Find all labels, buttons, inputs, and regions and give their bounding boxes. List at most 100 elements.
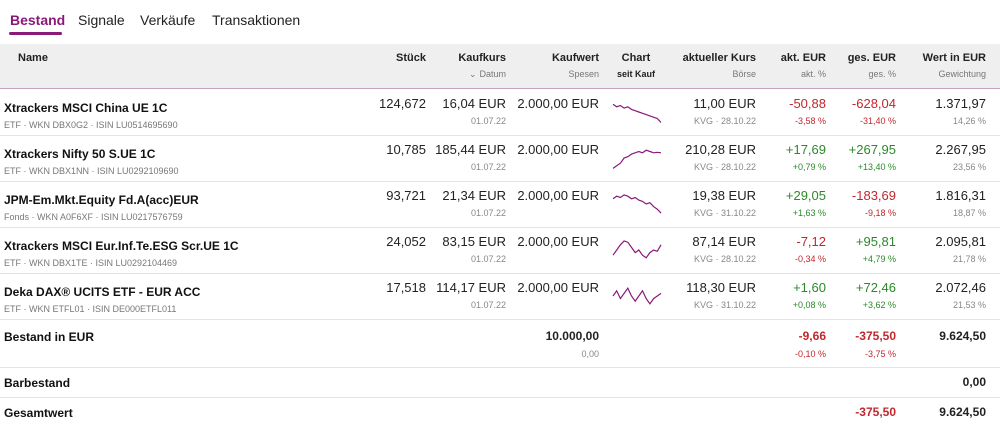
position-boerse: KVG · 28.10.22 xyxy=(693,254,756,264)
position-akt-eur: +1,60 xyxy=(793,280,826,295)
bestand-row: Bestand in EUR 10.000,00 0,00 -9,66 -0,1… xyxy=(0,320,1000,368)
position-meta: ETF · WKN DBX1NN · ISIN LU0292109690 xyxy=(4,166,179,176)
position-akt-eur: +17,69 xyxy=(785,142,826,157)
position-datum: 01.07.22 xyxy=(470,162,506,172)
position-kaufkurs: 185,44 EUR xyxy=(435,142,506,157)
position-boerse: KVG · 28.10.22 xyxy=(693,116,756,126)
position-akt-pct: +1,63 % xyxy=(792,208,826,218)
col-gewichtung: Gewichtung xyxy=(938,69,986,79)
position-gewichtung: 21,78 % xyxy=(952,254,986,264)
position-kaufkurs: 114,17 EUR xyxy=(436,280,506,295)
bestand-ges-eur: -375,50 xyxy=(855,329,896,343)
position-boerse: KVG · 31.10.22 xyxy=(693,300,756,310)
position-wert: 2.072,46 xyxy=(935,280,986,295)
col-name[interactable]: Name xyxy=(18,52,48,64)
sparkline-line xyxy=(612,287,662,305)
gesamtwert-row: Gesamtwert -375,50 9.624,50 xyxy=(0,397,1000,425)
gesamtwert-wert: 9.624,50 xyxy=(939,405,986,419)
position-datum: 01.07.22 xyxy=(470,300,506,310)
table-row[interactable]: Xtrackers Nifty 50 S.UE 1C ETF · WKN DBX1… xyxy=(0,135,1000,182)
table-row[interactable]: Deka DAX® UCITS ETF - EUR ACC ETF · WKN E… xyxy=(0,273,1000,320)
col-aktueller-kurs[interactable]: aktueller Kurs xyxy=(682,52,756,64)
barbestand-wert: 0,00 xyxy=(962,375,986,389)
position-boerse: KVG · 31.10.22 xyxy=(693,208,756,218)
position-meta: ETF · WKN DBX0G2 · ISIN LU0514695690 xyxy=(4,120,178,130)
col-chart: Chart xyxy=(621,52,651,64)
position-wert: 2.095,81 xyxy=(935,234,986,249)
position-kaufkurs: 83,15 EUR xyxy=(442,234,506,249)
position-name[interactable]: Xtrackers MSCI China UE 1C xyxy=(4,101,168,115)
position-ges-pct: +3,62 % xyxy=(862,300,896,310)
gesamtwert-label: Gesamtwert xyxy=(4,406,73,420)
col-kaufkurs[interactable]: Kaufkurs xyxy=(458,52,506,64)
position-name[interactable]: Deka DAX® UCITS ETF - EUR ACC xyxy=(4,285,201,299)
sparkline-line xyxy=(612,103,662,123)
position-name[interactable]: Xtrackers MSCI Eur.Inf.Te.ESG Scr.UE 1C xyxy=(4,239,239,253)
table-row[interactable]: JPM-Em.Mkt.Equity Fd.A(acc)EUR Fonds · WK… xyxy=(0,181,1000,228)
sparkline-chart[interactable] xyxy=(612,235,662,265)
bestand-akt-eur: -9,66 xyxy=(798,329,826,343)
position-stueck: 93,721 xyxy=(386,188,426,203)
active-tab-indicator xyxy=(9,32,62,35)
sparkline-chart[interactable] xyxy=(612,281,662,311)
position-stueck: 124,672 xyxy=(379,96,426,111)
position-kurs: 11,00 EUR xyxy=(693,96,756,111)
position-akt-eur: -50,88 xyxy=(789,96,826,111)
position-ges-eur: +95,81 xyxy=(855,234,896,249)
position-gewichtung: 21,53 % xyxy=(952,300,986,310)
tab-bestand[interactable]: Bestand xyxy=(10,12,66,28)
sparkline-chart[interactable] xyxy=(612,143,662,173)
position-kurs: 118,30 EUR xyxy=(686,280,756,295)
position-wert: 1.816,31 xyxy=(935,188,986,203)
position-name[interactable]: Xtrackers Nifty 50 S.UE 1C xyxy=(4,147,156,161)
sparkline-line xyxy=(612,194,662,214)
position-kaufwert: 2.000,00 EUR xyxy=(517,142,599,157)
position-gewichtung: 14,26 % xyxy=(952,116,986,126)
bestand-label: Bestand in EUR xyxy=(4,330,95,344)
col-ges-pct: ges. % xyxy=(868,69,896,79)
table-row[interactable]: Xtrackers MSCI China UE 1C ETF · WKN DBX0… xyxy=(0,89,1000,136)
col-kaufwert[interactable]: Kaufwert xyxy=(551,52,599,64)
position-kurs: 87,14 EUR xyxy=(692,234,756,249)
col-boerse: Börse xyxy=(732,69,756,79)
tab-verkaeufe[interactable]: Verkäufe xyxy=(140,12,196,28)
col-spesen: Spesen xyxy=(568,69,599,79)
table-header: Name Stück Kaufkurs ⌄ Datum Kaufwert Spes… xyxy=(0,44,1000,89)
position-kaufwert: 2.000,00 EUR xyxy=(517,234,599,249)
col-ges-eur[interactable]: ges. EUR xyxy=(847,52,896,64)
bestand-spesen: 0,00 xyxy=(581,349,599,359)
col-datum-label: Datum xyxy=(479,69,506,79)
position-akt-eur: -7,12 xyxy=(796,234,826,249)
position-datum: 01.07.22 xyxy=(470,254,506,264)
position-akt-pct: +0,08 % xyxy=(792,300,826,310)
col-akt-eur[interactable]: akt. EUR xyxy=(780,52,826,64)
position-meta: Fonds · WKN A0F6XF · ISIN LU0217576759 xyxy=(4,212,183,222)
position-wert: 1.371,97 xyxy=(935,96,986,111)
bestand-wert: 9.624,50 xyxy=(939,329,986,343)
position-stueck: 17,518 xyxy=(386,280,426,295)
bestand-akt-pct: -0,10 % xyxy=(794,349,826,359)
table-row[interactable]: Xtrackers MSCI Eur.Inf.Te.ESG Scr.UE 1C E… xyxy=(0,227,1000,274)
sparkline-chart[interactable] xyxy=(612,97,662,127)
position-akt-eur: +29,05 xyxy=(785,188,826,203)
col-wert[interactable]: Wert in EUR xyxy=(922,52,986,64)
position-ges-pct: -9,18 % xyxy=(864,208,896,218)
position-name[interactable]: JPM-Em.Mkt.Equity Fd.A(acc)EUR xyxy=(4,193,199,207)
col-datum[interactable]: ⌄ Datum xyxy=(440,69,506,80)
position-datum: 01.07.22 xyxy=(470,116,506,126)
sparkline-line xyxy=(612,149,662,169)
position-meta: ETF · WKN ETFL01 · ISIN DE000ETFL011 xyxy=(4,304,177,314)
sparkline-chart[interactable] xyxy=(612,189,662,219)
tab-transaktionen[interactable]: Transaktionen xyxy=(212,12,301,28)
col-akt-pct: akt. % xyxy=(800,69,826,79)
barbestand-row: Barbestand 0,00 xyxy=(0,367,1000,398)
col-stueck[interactable]: Stück xyxy=(396,52,426,64)
tab-signale[interactable]: Signale xyxy=(78,12,125,28)
sparkline-line xyxy=(612,240,662,259)
position-wert: 2.267,95 xyxy=(935,142,986,157)
position-kaufkurs: 16,04 EUR xyxy=(442,96,506,111)
position-stueck: 24,052 xyxy=(386,234,426,249)
position-ges-eur: -183,69 xyxy=(851,188,896,203)
position-kaufwert: 2.000,00 EUR xyxy=(517,280,599,295)
position-boerse: KVG · 28.10.22 xyxy=(693,162,756,172)
